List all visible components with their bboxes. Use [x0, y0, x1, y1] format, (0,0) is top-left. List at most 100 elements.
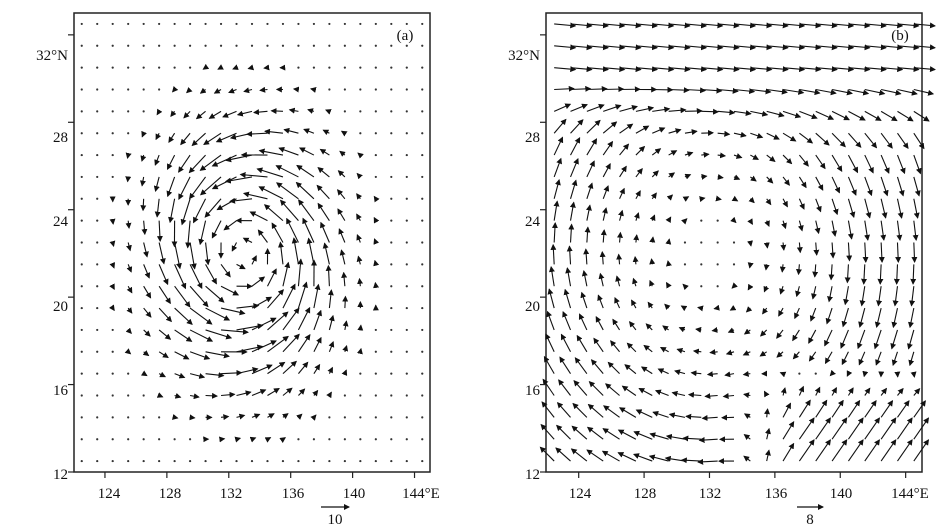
vector-dot: [374, 132, 377, 135]
vector-dot: [359, 22, 362, 26]
wind-vector: [605, 383, 620, 396]
wind-vector: [764, 449, 771, 462]
wind-vector: [799, 132, 814, 144]
wind-vector: [158, 351, 169, 359]
wind-vector: [733, 110, 752, 117]
wind-vector: [236, 390, 252, 397]
wind-vector: [776, 329, 784, 339]
wind-vector: [143, 285, 152, 299]
vector-dot: [732, 241, 736, 244]
vector-dot: [127, 22, 130, 26]
panel-b-x-tick-label: 140: [830, 486, 853, 502]
wind-vector: [356, 172, 363, 180]
wind-vector: [310, 87, 317, 93]
wind-vector: [796, 242, 803, 254]
vector-dot: [328, 44, 331, 47]
panel-a-x-tick-label: 124: [98, 486, 121, 502]
wind-vector: [684, 87, 707, 94]
wind-vector: [881, 22, 904, 29]
panel-a-x-tick-label: 136: [282, 486, 305, 502]
wind-vector: [296, 413, 303, 420]
wind-vector: [586, 103, 605, 112]
vector-dot: [421, 350, 424, 353]
vector-dot: [80, 416, 83, 419]
wind-vector: [668, 172, 676, 179]
wind-vector: [847, 399, 861, 418]
wind-vector: [649, 432, 669, 440]
vector-dot: [111, 66, 114, 69]
vector-dot: [80, 438, 83, 441]
wind-vector: [864, 417, 880, 440]
vector-dot: [158, 88, 161, 91]
vector-dot: [96, 153, 99, 157]
vector-dot: [266, 459, 269, 463]
vector-dot: [683, 263, 687, 266]
wind-vector: [316, 184, 330, 200]
vector-dot: [219, 22, 223, 26]
wind-vector: [815, 132, 830, 146]
vector-dot: [343, 416, 346, 419]
wind-vector: [650, 192, 657, 200]
wind-vector: [765, 427, 771, 440]
vector-dot: [700, 241, 703, 244]
vector-dot: [390, 285, 393, 288]
panel-a-frame: [73, 12, 431, 473]
wind-vector: [764, 220, 770, 227]
wind-vector: [659, 346, 669, 353]
wind-vector: [586, 119, 601, 134]
wind-vector: [143, 307, 152, 318]
wind-vector: [296, 164, 315, 178]
wind-vector: [668, 107, 687, 114]
wind-vector: [684, 22, 708, 29]
wind-vector: [231, 242, 238, 252]
wind-vector: [760, 329, 768, 337]
wind-vector: [864, 88, 886, 96]
wind-vector: [211, 176, 237, 190]
wind-vector: [551, 222, 558, 243]
wind-vector: [570, 103, 588, 112]
vector-dot: [716, 219, 719, 222]
wind-vector: [313, 336, 322, 353]
wind-vector: [747, 283, 754, 291]
wind-vector: [189, 329, 214, 342]
wind-vector: [684, 173, 692, 180]
wind-vector: [229, 197, 253, 204]
wind-vector: [697, 305, 704, 312]
wind-vector: [171, 413, 179, 420]
wind-vector: [154, 198, 161, 218]
wind-vector: [654, 389, 669, 397]
wind-vector: [652, 66, 675, 73]
wind-vector: [341, 369, 348, 376]
vector-dot: [96, 438, 99, 441]
wind-vector: [554, 66, 577, 73]
panel-b-x-tick-label: 128: [634, 486, 657, 502]
wind-vector: [896, 154, 906, 175]
panel-b-y-tick-label: 12: [525, 467, 540, 483]
wind-vector: [798, 385, 805, 396]
wind-vector: [880, 439, 897, 462]
wind-vector: [717, 44, 740, 51]
vector-dot: [421, 372, 424, 375]
vector-dot: [80, 372, 83, 375]
wind-vector: [743, 392, 751, 399]
wind-vector: [847, 417, 864, 440]
vector-dot: [421, 175, 424, 179]
wind-vector: [189, 285, 209, 308]
wind-vector: [913, 154, 922, 175]
wind-vector: [911, 242, 918, 263]
vector-dot: [328, 66, 331, 69]
vector-dot: [390, 66, 393, 69]
panel-a-y-tick-label: 24: [53, 214, 69, 230]
vector-dot: [158, 416, 161, 419]
wind-vector: [799, 22, 822, 29]
wind-vector: [189, 393, 200, 400]
wind-vector: [856, 329, 866, 350]
wind-vector: [342, 295, 349, 309]
wind-vector: [678, 326, 686, 333]
wind-vector: [846, 370, 853, 377]
wind-vector: [357, 324, 364, 331]
wind-vector: [598, 272, 605, 287]
wind-vector: [676, 348, 686, 354]
wind-vector: [373, 259, 380, 267]
wind-vector: [701, 415, 718, 422]
